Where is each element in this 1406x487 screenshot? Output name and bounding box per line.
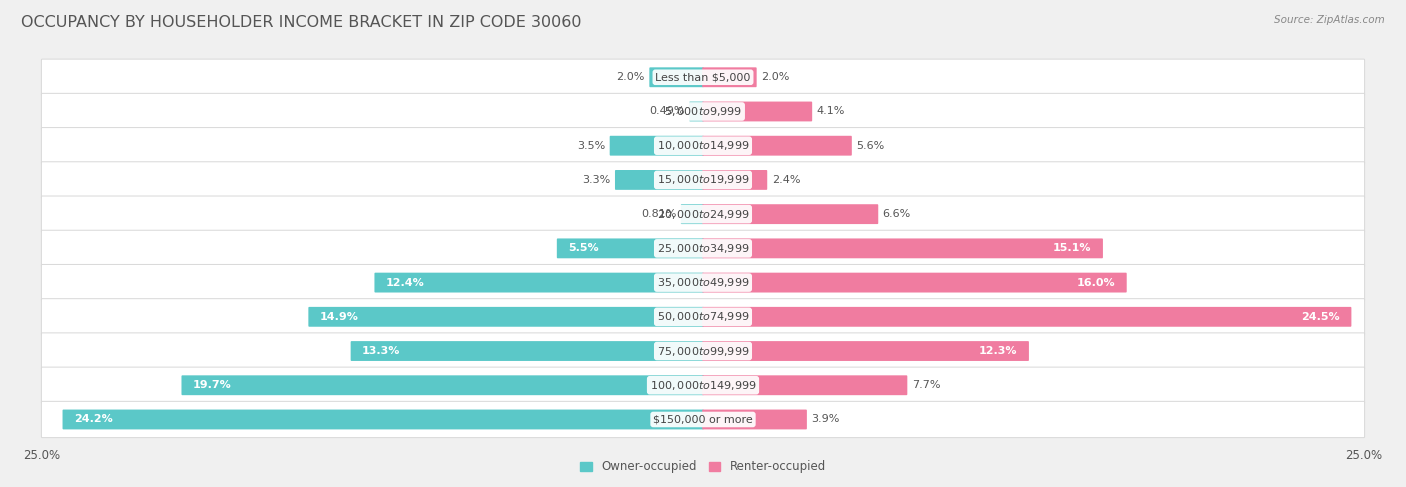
Text: 2.0%: 2.0% [761, 72, 790, 82]
Text: $150,000 or more: $150,000 or more [654, 414, 752, 425]
FancyBboxPatch shape [41, 333, 1365, 369]
Text: $75,000 to $99,999: $75,000 to $99,999 [657, 344, 749, 357]
FancyBboxPatch shape [702, 273, 1126, 293]
FancyBboxPatch shape [702, 67, 756, 87]
FancyBboxPatch shape [681, 204, 704, 224]
FancyBboxPatch shape [702, 375, 907, 395]
Text: 24.2%: 24.2% [75, 414, 112, 425]
Text: 3.3%: 3.3% [582, 175, 610, 185]
Text: 7.7%: 7.7% [912, 380, 941, 390]
Text: $20,000 to $24,999: $20,000 to $24,999 [657, 207, 749, 221]
FancyBboxPatch shape [702, 307, 1351, 327]
Text: 14.9%: 14.9% [319, 312, 359, 322]
FancyBboxPatch shape [557, 239, 704, 258]
Text: 15.1%: 15.1% [1053, 244, 1091, 253]
Text: 4.1%: 4.1% [817, 107, 845, 116]
FancyBboxPatch shape [41, 94, 1365, 130]
Text: $10,000 to $14,999: $10,000 to $14,999 [657, 139, 749, 152]
FancyBboxPatch shape [689, 102, 704, 121]
Text: $50,000 to $74,999: $50,000 to $74,999 [657, 310, 749, 323]
FancyBboxPatch shape [41, 401, 1365, 438]
Text: 5.5%: 5.5% [568, 244, 599, 253]
FancyBboxPatch shape [41, 230, 1365, 266]
FancyBboxPatch shape [41, 264, 1365, 301]
FancyBboxPatch shape [41, 162, 1365, 198]
FancyBboxPatch shape [702, 170, 768, 190]
FancyBboxPatch shape [614, 170, 704, 190]
FancyBboxPatch shape [702, 102, 813, 121]
FancyBboxPatch shape [41, 299, 1365, 335]
Text: $5,000 to $9,999: $5,000 to $9,999 [664, 105, 742, 118]
FancyBboxPatch shape [702, 136, 852, 156]
Text: Less than $5,000: Less than $5,000 [655, 72, 751, 82]
Text: 16.0%: 16.0% [1077, 278, 1115, 288]
Text: $100,000 to $149,999: $100,000 to $149,999 [650, 379, 756, 392]
Text: 0.81%: 0.81% [641, 209, 676, 219]
FancyBboxPatch shape [41, 196, 1365, 232]
FancyBboxPatch shape [62, 410, 704, 430]
Text: $35,000 to $49,999: $35,000 to $49,999 [657, 276, 749, 289]
FancyBboxPatch shape [702, 239, 1102, 258]
Text: OCCUPANCY BY HOUSEHOLDER INCOME BRACKET IN ZIP CODE 30060: OCCUPANCY BY HOUSEHOLDER INCOME BRACKET … [21, 15, 582, 30]
FancyBboxPatch shape [308, 307, 704, 327]
FancyBboxPatch shape [350, 341, 704, 361]
FancyBboxPatch shape [374, 273, 704, 293]
Text: 5.6%: 5.6% [856, 141, 884, 150]
FancyBboxPatch shape [702, 341, 1029, 361]
FancyBboxPatch shape [181, 375, 704, 395]
FancyBboxPatch shape [702, 204, 879, 224]
Text: Source: ZipAtlas.com: Source: ZipAtlas.com [1274, 15, 1385, 25]
Legend: Owner-occupied, Renter-occupied: Owner-occupied, Renter-occupied [575, 455, 831, 478]
Text: 3.9%: 3.9% [811, 414, 839, 425]
Text: 12.4%: 12.4% [385, 278, 425, 288]
Text: 0.49%: 0.49% [650, 107, 685, 116]
Text: 13.3%: 13.3% [361, 346, 401, 356]
FancyBboxPatch shape [41, 128, 1365, 164]
FancyBboxPatch shape [702, 410, 807, 430]
FancyBboxPatch shape [41, 59, 1365, 95]
Text: 6.6%: 6.6% [883, 209, 911, 219]
FancyBboxPatch shape [610, 136, 704, 156]
FancyBboxPatch shape [41, 367, 1365, 403]
Text: $25,000 to $34,999: $25,000 to $34,999 [657, 242, 749, 255]
Text: 2.0%: 2.0% [616, 72, 645, 82]
Text: 19.7%: 19.7% [193, 380, 232, 390]
Text: 2.4%: 2.4% [772, 175, 800, 185]
Text: 3.5%: 3.5% [576, 141, 605, 150]
Text: $15,000 to $19,999: $15,000 to $19,999 [657, 173, 749, 187]
Text: 12.3%: 12.3% [979, 346, 1018, 356]
Text: 24.5%: 24.5% [1302, 312, 1340, 322]
FancyBboxPatch shape [650, 67, 704, 87]
